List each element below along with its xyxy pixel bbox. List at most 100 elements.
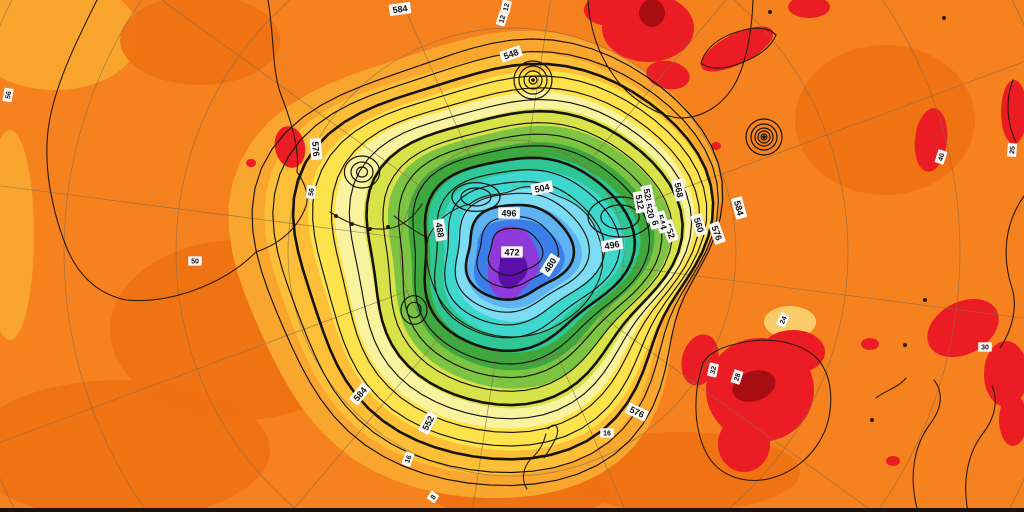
contour-label: 568	[671, 178, 687, 202]
island-dot	[942, 16, 946, 20]
minor-label-text: 25	[1009, 146, 1017, 154]
contour-label-text: 576	[710, 224, 725, 242]
island-dot	[870, 418, 874, 422]
graticule-radial	[615, 61, 1024, 214]
contour-ring	[365, 109, 684, 407]
graticule-radial	[471, 353, 497, 512]
low-ring	[754, 127, 774, 147]
minor-label: 24	[775, 311, 791, 329]
coastline	[912, 379, 941, 512]
minor-label: 56	[2, 87, 14, 103]
low-ring	[350, 161, 374, 183]
contour-ring	[348, 98, 693, 420]
coastline	[425, 186, 604, 338]
minor-label-box	[775, 311, 791, 329]
minor-label-text: 12	[503, 3, 511, 12]
island-dot	[334, 214, 338, 218]
mottle-patch	[0, 130, 34, 340]
minor-label-box	[934, 149, 948, 165]
minor-label-text: 28	[733, 372, 742, 382]
contour-label-text: 512	[634, 194, 646, 211]
low-ring	[355, 166, 369, 178]
coastline-layer	[46, 0, 1024, 512]
contour-label-text: 584	[392, 3, 408, 15]
contour-label-text: 560	[692, 216, 706, 233]
minor-label-box	[305, 184, 317, 200]
coastline	[587, 0, 754, 119]
contour-label-text: 504	[534, 182, 551, 195]
minor-label-text: 40	[937, 152, 946, 162]
contour-label-text: 584	[732, 200, 746, 217]
low-ring	[460, 187, 492, 207]
red-patch	[711, 142, 721, 150]
dark-red-patch	[732, 370, 776, 402]
mottle-patch	[120, 0, 280, 85]
red-patch	[788, 0, 830, 18]
contour-label-box	[497, 207, 521, 219]
contour-label: 488	[432, 218, 448, 242]
minor-label-text: 30	[981, 345, 989, 352]
contour-label-box	[432, 218, 448, 242]
minor-label-box	[977, 342, 993, 352]
contour-label-box	[530, 180, 554, 196]
coastline	[965, 385, 996, 512]
contour-label-text: 568	[672, 182, 685, 199]
minor-label-box	[401, 451, 415, 467]
red-patch	[999, 394, 1024, 446]
contour-label-box	[498, 44, 524, 64]
minor-label-box	[2, 87, 14, 103]
contour-label-box	[707, 220, 727, 246]
minor-label: 50	[187, 256, 203, 266]
minor-label-text: 16	[603, 431, 611, 438]
low-ring	[745, 118, 783, 156]
low-center-dot	[531, 78, 535, 82]
graticule-radial	[290, 332, 444, 512]
red-patch	[886, 456, 900, 466]
island-dot	[768, 10, 772, 14]
minor-label: 8	[426, 490, 440, 504]
contour-layer	[251, 38, 724, 487]
contour-ring	[412, 145, 651, 365]
graticule-radial	[580, 0, 727, 172]
minor-label-text: 16	[404, 454, 413, 464]
contour-ring	[434, 169, 621, 339]
contour-label: 548	[498, 44, 524, 64]
contour-label: 552	[417, 410, 439, 436]
mottle-patch	[795, 45, 975, 195]
minor-label-box	[495, 11, 509, 27]
coastline	[1007, 79, 1017, 143]
minor-label-text: 32	[710, 366, 718, 375]
contour-label-text: 488	[434, 222, 446, 239]
graticule-radial	[0, 185, 402, 239]
mottle-patch	[0, 0, 140, 90]
island-dot	[350, 222, 354, 226]
low-ring	[518, 65, 548, 95]
graticule-circle	[287, 27, 737, 477]
map-border	[0, 508, 1024, 512]
graticule-circle	[63, 0, 961, 512]
low-ring	[451, 182, 501, 213]
island-dot	[368, 227, 372, 231]
graticule-radial	[160, 0, 424, 189]
low-ring	[750, 123, 778, 151]
contour-label: 576	[707, 220, 727, 246]
contour-label-text: 576	[310, 141, 321, 157]
minor-label-text: 8	[430, 494, 438, 501]
low-ring	[528, 75, 538, 85]
contour-label: 496	[497, 207, 521, 219]
contour-label-text: 548	[502, 47, 520, 62]
minor-label: 25	[1006, 142, 1018, 158]
low-ring	[757, 130, 771, 144]
contour-label-box	[539, 252, 561, 278]
coastline	[875, 377, 907, 399]
coastline	[329, 203, 423, 230]
red-patch	[861, 338, 879, 350]
contour-ring	[272, 51, 719, 474]
contour-label-box	[600, 237, 624, 253]
contour-label-box	[348, 382, 372, 406]
minor-label: 28	[730, 369, 744, 385]
coastline	[46, 0, 308, 302]
minor-label: 16	[599, 428, 615, 438]
low-ring	[406, 301, 422, 319]
red-patch	[646, 60, 690, 90]
